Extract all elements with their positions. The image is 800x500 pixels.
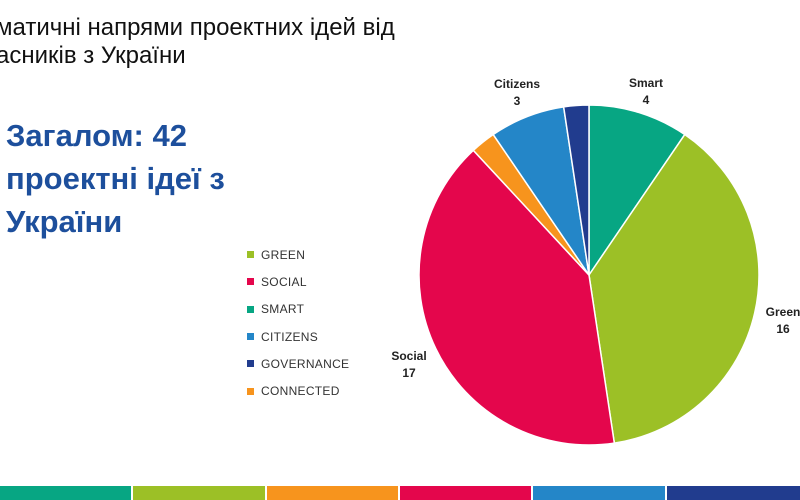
legend-swatch-smart [247,305,254,313]
legend-label-social: SOCIAL [261,274,307,289]
total-ideas-text: Загалом: 42 проектні ідеї з України [6,114,336,243]
slide-title-line-1: матичні напрями проектних ідей від [0,14,395,41]
legend-label-connected: CONNECTED [261,384,340,399]
legend-label-smart: SMART [261,302,305,317]
legend-swatch-citizens [247,333,254,341]
legend-item-citizens: CITIZENS [247,323,349,350]
slide-title-line-2: асників з України [0,42,186,69]
legend-label-green: GREEN [261,247,306,262]
data-label-name-green: Green [766,305,800,319]
data-label-name-social: Social [391,349,426,363]
footer-segment [666,486,800,500]
legend-item-social: SOCIAL [247,268,349,295]
legend-label-governance: GOVERNANCE [261,356,350,371]
footer-segment [399,486,532,500]
pie-slice-green [588,133,760,444]
data-label-name-citizens: Citizens [494,77,540,91]
pie-slice-social [418,149,616,446]
legend-label-citizens: CITIZENS [261,329,319,344]
footer-segment [0,486,132,500]
pie-slice-governance [562,104,590,276]
legend-item-governance: GOVERNANCE [247,350,349,377]
pie-slice-smart [588,104,686,278]
data-label-value-social: 17 [402,366,416,380]
total-line-1: Загалом: 42 [6,118,187,153]
legend-swatch-social [247,278,254,286]
total-line-3: України [6,204,123,239]
legend-item-green: GREEN [247,241,349,268]
data-label-name-smart: Smart [629,76,663,90]
chart-legend: GREEN SOCIAL SMART CITIZENS GOVERNANCE C… [247,241,349,405]
footer-segment [266,486,398,500]
legend-item-smart: SMART [247,296,349,323]
footer-segment [133,486,265,500]
slide-title: матичні напрями проектних ідей від асник… [0,14,560,70]
footer-segment [533,486,665,500]
legend-swatch-green [247,251,254,259]
data-label-value-citizens: 3 [514,94,521,108]
data-label-value-smart: 4 [643,93,650,107]
total-line-2: проектні ідеї з [6,161,225,196]
legend-swatch-governance [247,360,254,368]
data-label-value-green: 16 [776,322,790,336]
footer-color-bar [0,486,800,500]
legend-swatch-connected [247,387,254,395]
legend-item-connected: CONNECTED [247,377,349,404]
